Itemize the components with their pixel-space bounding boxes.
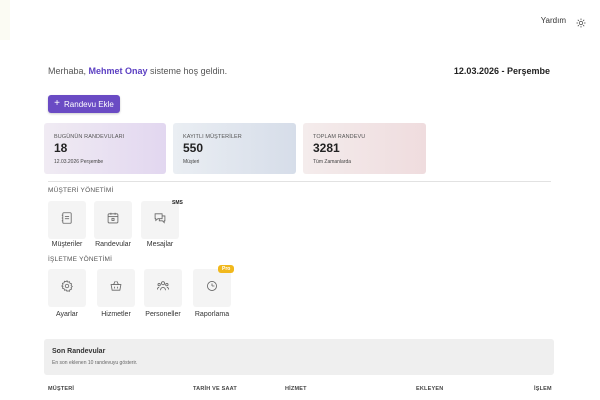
appointments-tile[interactable] [94, 201, 132, 239]
welcome-suffix: sisteme hoş geldin. [147, 66, 228, 76]
services-label[interactable]: Hizmetler [101, 311, 131, 318]
basket-icon [109, 279, 123, 298]
current-date: 12.03.2026 - Perşembe [453, 66, 550, 76]
customer-section-title: MÜŞTERİ YÖNETİMİ [48, 187, 114, 194]
stat-value: 18 [54, 141, 68, 155]
recent-title: Son Randevular [52, 348, 106, 355]
stat-label: BUGÜNÜN RANDEVULARI [54, 134, 125, 140]
staff-icon [156, 279, 170, 298]
reports-tile[interactable] [193, 269, 231, 307]
contacts-icon [60, 211, 74, 230]
welcome-prefix: Merhaba, [48, 66, 89, 76]
services-tile[interactable] [97, 269, 135, 307]
help-link[interactable]: Yardım [540, 15, 566, 25]
top-bar: Yardım [540, 15, 586, 28]
stat-sub: Müşteri [183, 159, 200, 165]
messages-tile[interactable] [141, 201, 179, 239]
staff-label[interactable]: Personeller [145, 311, 181, 318]
pro-badge: Pro [218, 265, 235, 273]
stat-card-today: BUGÜNÜN RANDEVULARI 18 12.03.2026 Perşem… [44, 123, 166, 174]
report-icon [205, 279, 219, 298]
column-header-datetime[interactable]: TARİH VE SAAT [193, 386, 237, 392]
stat-label: KAYITLI MÜŞTERİLER [183, 134, 242, 140]
stat-sub: Tüm Zamanlarda [313, 159, 352, 165]
gear-icon [60, 279, 74, 298]
staff-tile[interactable] [144, 269, 182, 307]
settings-tile[interactable] [48, 269, 86, 307]
sms-badge: SMS [172, 200, 183, 206]
column-header-customer[interactable]: MÜŞTERİ [48, 386, 75, 392]
stat-card-customers: KAYITLI MÜŞTERİLER 550 Müşteri [173, 123, 296, 174]
section-divider [48, 181, 551, 182]
stat-label: TOPLAM RANDEVU [313, 134, 366, 140]
settings-label[interactable]: Ayarlar [55, 311, 79, 318]
user-name: Mehmet Onay [88, 66, 148, 76]
stat-value: 3281 [313, 141, 340, 155]
recent-appointments-panel: Son Randevular En son eklenen 10 randevu… [44, 339, 554, 375]
stat-value: 550 [183, 141, 204, 155]
calendar-icon [106, 211, 120, 230]
add-appointment-label: Randevu Ekle [64, 99, 114, 109]
column-header-action[interactable]: İŞLEM [534, 386, 552, 392]
stat-card-total: TOPLAM RANDEVU 3281 Tüm Zamanlarda [303, 123, 426, 174]
customers-tile[interactable] [48, 201, 86, 239]
plus-icon: + [54, 98, 61, 109]
welcome-message: Merhaba, Mehmet Onay sisteme hoş geldin. [48, 66, 227, 76]
stat-sub: 12.03.2026 Perşembe [54, 159, 104, 165]
column-header-added-by[interactable]: EKLEYEN [416, 386, 444, 392]
messages-label[interactable]: Mesajlar [146, 241, 174, 248]
appointments-label[interactable]: Randevular [95, 241, 131, 248]
corner-decoration [0, 0, 10, 40]
business-section-title: İŞLETME YÖNETİMİ [48, 256, 113, 263]
messages-icon [153, 211, 167, 230]
add-appointment-button[interactable]: + Randevu Ekle [48, 95, 120, 113]
recent-subtitle: En son eklenen 10 randevuyu gösterir. [52, 360, 138, 366]
reports-label[interactable]: Raporlama [194, 311, 230, 318]
column-header-service[interactable]: HİZMET [285, 386, 307, 392]
customers-label[interactable]: Müşteriler [51, 241, 83, 248]
sun-icon[interactable] [576, 15, 586, 28]
